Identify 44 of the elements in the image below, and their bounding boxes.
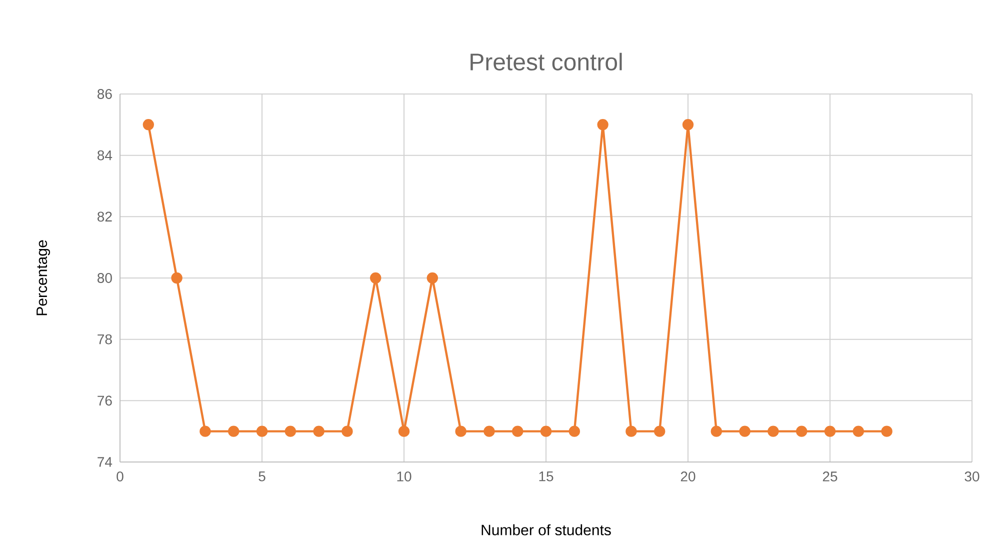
point — [824, 426, 836, 437]
point — [597, 119, 608, 130]
point — [626, 426, 637, 437]
point — [768, 426, 779, 437]
y-tick-label: 78 — [98, 334, 112, 344]
point — [540, 426, 552, 437]
point — [313, 426, 324, 437]
point — [568, 426, 580, 437]
point — [171, 272, 182, 284]
point — [682, 119, 694, 130]
point — [370, 272, 382, 284]
x-axis-title: Number of students — [482, 524, 611, 536]
x-tick-label: 15 — [539, 472, 554, 482]
point — [342, 426, 353, 437]
y-tick-label: 76 — [98, 396, 112, 406]
point — [228, 426, 240, 437]
point — [710, 426, 722, 437]
y-axis-title: Percentage — [36, 240, 50, 316]
point — [200, 426, 211, 437]
x-tick-label: 25 — [822, 472, 838, 482]
point — [256, 426, 268, 437]
point — [654, 426, 666, 437]
y-tick-label: 74 — [98, 457, 112, 467]
point — [512, 426, 524, 437]
x-tick-label: 30 — [964, 472, 980, 482]
point — [796, 426, 808, 437]
y-tick-label: 84 — [98, 150, 112, 160]
x-tick-label: 20 — [680, 472, 696, 482]
point — [426, 272, 438, 284]
y-tick-label: 82 — [98, 212, 112, 222]
y-tick-label: 86 — [98, 89, 112, 99]
point — [455, 426, 466, 437]
x-tick-label: 5 — [258, 472, 266, 482]
point — [739, 426, 750, 437]
point — [484, 426, 495, 437]
point — [881, 426, 892, 437]
point — [142, 119, 154, 130]
point — [284, 426, 296, 437]
x-tick-label: 10 — [397, 472, 412, 482]
point — [852, 426, 864, 437]
chart-title: Pretest control — [470, 52, 622, 70]
y-tick-label: 80 — [98, 273, 112, 283]
x-tick-label: 0 — [116, 472, 124, 482]
point — [398, 426, 410, 437]
